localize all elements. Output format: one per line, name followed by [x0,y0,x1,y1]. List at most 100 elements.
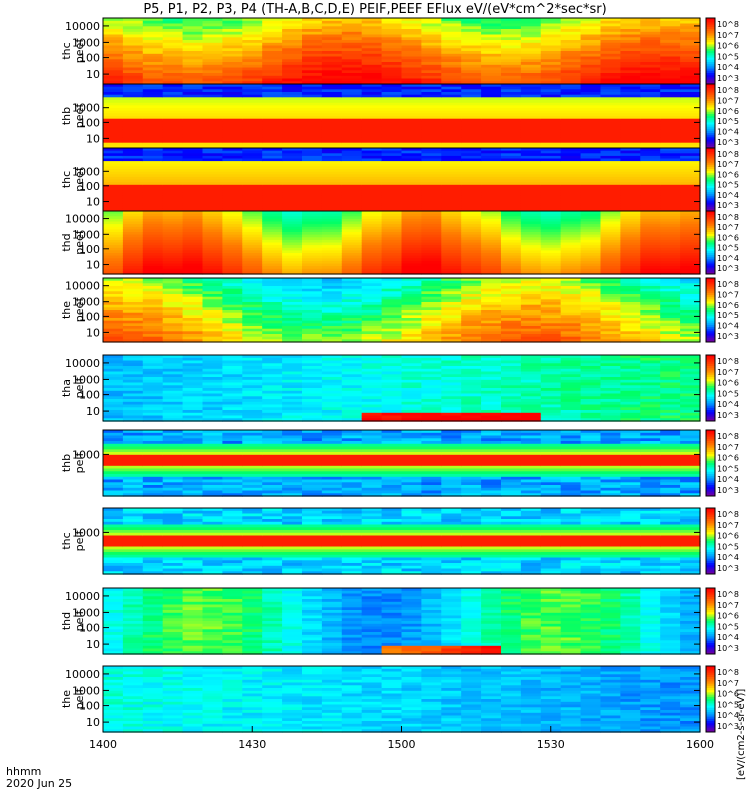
heatmap-cell [282,418,303,422]
heatmap-cell [381,29,403,33]
heatmap-cell [341,441,363,445]
heatmap-cell [381,291,403,295]
heatmap-cell [461,137,482,141]
heatmap-cell [282,355,303,359]
heatmap-cell [341,465,363,470]
heatmap-cell [103,26,124,30]
heatmap-cell [680,155,701,160]
heatmap-cell [242,294,263,298]
heatmap-cell [202,449,223,453]
colorbar-cell [706,299,715,302]
heatmap-cell [282,374,303,378]
heatmap-cell [302,315,323,319]
heatmap-cell [660,407,681,411]
heatmap-cell [162,169,184,173]
heatmap-cell [242,271,263,275]
heatmap-cell [222,113,243,117]
heatmap-cell [680,140,701,144]
heatmap-cell [103,328,124,332]
heatmap-cell [401,31,422,36]
heatmap-cell [182,374,204,378]
heatmap-cell [421,304,442,308]
heatmap-cell [461,283,482,287]
heatmap-cell [202,388,223,392]
heatmap-cell [381,286,403,290]
heatmap-cell [242,42,263,47]
heatmap-cell [441,255,462,259]
heatmap-cell [381,412,403,417]
heatmap-cell [421,271,442,275]
heatmap-cell [640,182,661,186]
heatmap-cell [421,31,442,36]
heatmap-cell [540,166,562,170]
heatmap-cell [520,166,542,170]
heatmap-cell [560,203,582,207]
heatmap-cell [202,97,223,101]
heatmap-cell [262,250,283,254]
heatmap-cell [520,366,542,370]
heatmap-cell [122,84,144,88]
heatmap-cell [401,396,422,400]
heatmap-cell [222,253,243,257]
heatmap-cell [401,334,422,338]
heatmap-cell [520,232,542,236]
heatmap-cell [580,234,602,238]
heatmap-cell [680,169,701,173]
heatmap-cell [501,278,522,282]
heatmap-cell [103,468,124,472]
heatmap-cell [341,116,363,120]
heatmap-cell [103,283,124,287]
heatmap-cell [441,263,462,267]
heatmap-cell [381,26,403,30]
heatmap-cell [680,239,701,244]
heatmap-cell [321,218,343,223]
heatmap-cell [321,393,343,397]
heatmap-cell [122,465,144,470]
heatmap-cell [321,374,343,378]
heatmap-cell [182,124,204,128]
heatmap-cell [262,242,283,246]
heatmap-cell [600,150,621,154]
heatmap-cell [461,20,482,25]
heatmap-cell [302,51,323,55]
heatmap-cell [660,286,681,290]
colorbar-cell [706,357,715,360]
heatmap-cell [262,388,283,392]
y-tick-label: 10000 [65,20,100,33]
heatmap-cell [600,62,621,66]
heatmap-cell [640,336,661,340]
heatmap-cell [600,23,621,27]
heatmap-cell [580,208,602,212]
heatmap-cell [680,366,701,370]
heatmap-cell [182,363,204,367]
heatmap-cell [381,237,403,241]
heatmap-cell [262,245,283,249]
heatmap-cell [222,288,243,292]
heatmap-cell [441,291,462,295]
heatmap-cell [122,150,144,154]
heatmap-cell [640,187,661,191]
heatmap-cell [282,315,303,319]
heatmap-cell [560,404,582,408]
heatmap-cell [142,126,164,130]
heatmap-cell [262,190,283,194]
heatmap-cell [421,415,442,419]
heatmap-cell [520,237,542,241]
heatmap-cell [381,94,403,98]
heatmap-cell [381,366,403,370]
heatmap-cell [122,336,144,340]
heatmap-cell [162,396,184,400]
heatmap-cell [341,479,363,483]
heatmap-cell [282,121,303,125]
heatmap-cell [341,166,363,170]
y-tick-label: 1000 [72,228,100,241]
colorbar-cell [706,221,715,225]
heatmap-cell [520,102,542,106]
heatmap-cell [501,266,522,270]
heatmap-cell [262,73,283,77]
heatmap-cell [103,64,124,69]
heatmap-cell [640,323,661,327]
heatmap-cell [540,26,562,30]
heatmap-cell [341,86,363,90]
heatmap-cell [361,34,383,38]
